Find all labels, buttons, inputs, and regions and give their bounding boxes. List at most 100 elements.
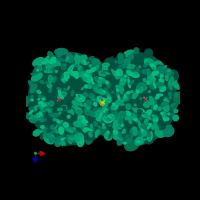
Ellipse shape — [102, 107, 104, 111]
Ellipse shape — [61, 74, 65, 80]
Ellipse shape — [74, 121, 79, 126]
Ellipse shape — [29, 110, 33, 114]
Ellipse shape — [163, 104, 169, 111]
Ellipse shape — [150, 136, 154, 142]
Circle shape — [147, 100, 148, 101]
Ellipse shape — [134, 48, 139, 53]
Ellipse shape — [147, 59, 154, 64]
Ellipse shape — [85, 111, 93, 115]
Ellipse shape — [115, 61, 116, 63]
Ellipse shape — [71, 109, 74, 114]
Ellipse shape — [112, 69, 115, 74]
Ellipse shape — [149, 78, 155, 84]
Ellipse shape — [84, 85, 89, 88]
Ellipse shape — [55, 71, 57, 73]
Ellipse shape — [145, 120, 148, 122]
Ellipse shape — [61, 139, 65, 144]
Ellipse shape — [144, 51, 151, 57]
Ellipse shape — [132, 93, 138, 98]
Ellipse shape — [149, 101, 151, 104]
Ellipse shape — [155, 69, 156, 72]
Ellipse shape — [89, 120, 98, 126]
Ellipse shape — [107, 118, 111, 121]
Ellipse shape — [45, 56, 49, 64]
Ellipse shape — [41, 126, 44, 128]
Ellipse shape — [75, 61, 79, 65]
Ellipse shape — [125, 116, 129, 120]
Ellipse shape — [125, 140, 138, 151]
Ellipse shape — [50, 128, 55, 135]
Ellipse shape — [168, 82, 172, 90]
Ellipse shape — [51, 57, 56, 62]
Ellipse shape — [144, 139, 146, 140]
Ellipse shape — [147, 106, 153, 110]
Ellipse shape — [44, 132, 55, 144]
Ellipse shape — [136, 141, 140, 142]
Ellipse shape — [66, 127, 73, 130]
Ellipse shape — [96, 63, 99, 71]
Ellipse shape — [172, 102, 178, 110]
Ellipse shape — [61, 65, 66, 70]
Ellipse shape — [56, 119, 58, 121]
Ellipse shape — [119, 55, 124, 61]
Ellipse shape — [153, 118, 156, 121]
Ellipse shape — [80, 103, 81, 105]
Ellipse shape — [159, 87, 162, 88]
Ellipse shape — [40, 119, 43, 122]
Ellipse shape — [120, 81, 125, 85]
Ellipse shape — [122, 129, 125, 133]
Ellipse shape — [78, 66, 81, 70]
Ellipse shape — [156, 71, 158, 74]
Ellipse shape — [101, 71, 108, 76]
Ellipse shape — [129, 64, 131, 66]
Ellipse shape — [98, 102, 101, 105]
Ellipse shape — [94, 122, 97, 126]
Ellipse shape — [89, 106, 97, 113]
Ellipse shape — [164, 66, 167, 68]
Circle shape — [101, 99, 102, 100]
Ellipse shape — [135, 67, 139, 76]
Ellipse shape — [159, 79, 162, 81]
Ellipse shape — [142, 113, 150, 117]
Circle shape — [100, 103, 102, 106]
Ellipse shape — [133, 129, 137, 134]
Ellipse shape — [67, 135, 69, 138]
Ellipse shape — [29, 107, 37, 112]
Ellipse shape — [118, 138, 122, 140]
Ellipse shape — [46, 82, 50, 85]
Ellipse shape — [155, 126, 167, 137]
Ellipse shape — [149, 113, 151, 115]
Ellipse shape — [29, 115, 37, 123]
Ellipse shape — [80, 104, 83, 106]
Ellipse shape — [99, 71, 103, 76]
Ellipse shape — [49, 101, 54, 106]
Ellipse shape — [169, 77, 173, 86]
Ellipse shape — [40, 130, 48, 139]
Ellipse shape — [105, 81, 109, 85]
Ellipse shape — [167, 92, 173, 96]
Ellipse shape — [49, 137, 54, 142]
Ellipse shape — [57, 51, 61, 57]
Ellipse shape — [63, 140, 66, 146]
Ellipse shape — [75, 58, 76, 61]
Ellipse shape — [84, 74, 88, 77]
Ellipse shape — [29, 81, 34, 89]
Ellipse shape — [132, 113, 137, 120]
Ellipse shape — [111, 109, 116, 113]
Ellipse shape — [55, 138, 63, 146]
Ellipse shape — [69, 142, 71, 144]
Ellipse shape — [98, 116, 106, 123]
Circle shape — [102, 99, 103, 101]
Ellipse shape — [68, 65, 73, 73]
Ellipse shape — [127, 113, 133, 118]
Ellipse shape — [168, 92, 172, 96]
Ellipse shape — [157, 65, 160, 69]
Ellipse shape — [131, 90, 134, 93]
Ellipse shape — [26, 113, 33, 116]
Ellipse shape — [118, 53, 123, 59]
Ellipse shape — [158, 71, 163, 77]
Ellipse shape — [40, 105, 45, 108]
Ellipse shape — [75, 133, 84, 142]
Ellipse shape — [113, 120, 118, 129]
Ellipse shape — [89, 93, 95, 99]
